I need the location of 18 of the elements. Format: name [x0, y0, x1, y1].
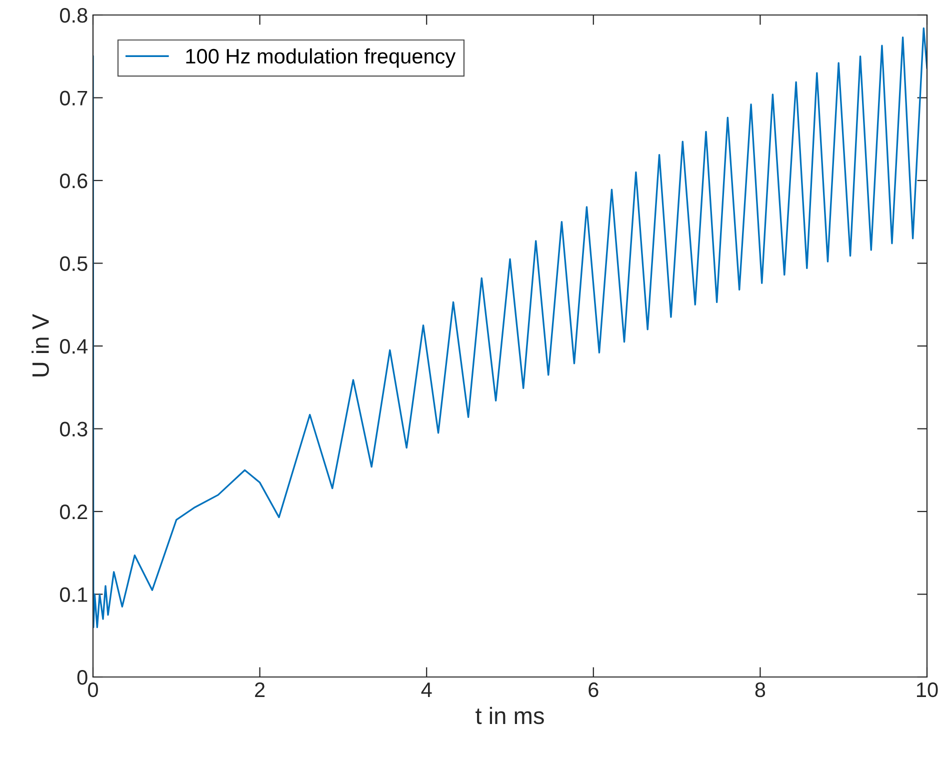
y-tick-label: 0.8 [60, 8, 88, 23]
x-tick-label: 6 [588, 682, 598, 698]
y-tick-label: 0 [77, 670, 88, 685]
y-tick-label: 0.2 [60, 504, 88, 520]
x-axis-title: t in ms [476, 706, 544, 724]
legend-label: 100 Hz modulation frequency [186, 48, 456, 68]
y-axis-title: U in V [32, 314, 49, 376]
x-tick-label: 0 [88, 682, 98, 698]
x-tick-label: 10 [917, 682, 938, 698]
x-tick-label: 4 [421, 682, 432, 697]
y-tick-label: 0.3 [60, 422, 88, 437]
y-tick-label: 0.4 [60, 339, 88, 354]
y-tick-label: 0.1 [60, 587, 88, 602]
y-tick-label: 0.7 [60, 90, 88, 106]
y-tick-label: 0.6 [60, 174, 88, 188]
x-tick-label: 8 [755, 682, 766, 698]
x-tick-label: 2 [255, 682, 265, 697]
y-tick-label: 0.5 [60, 256, 88, 272]
